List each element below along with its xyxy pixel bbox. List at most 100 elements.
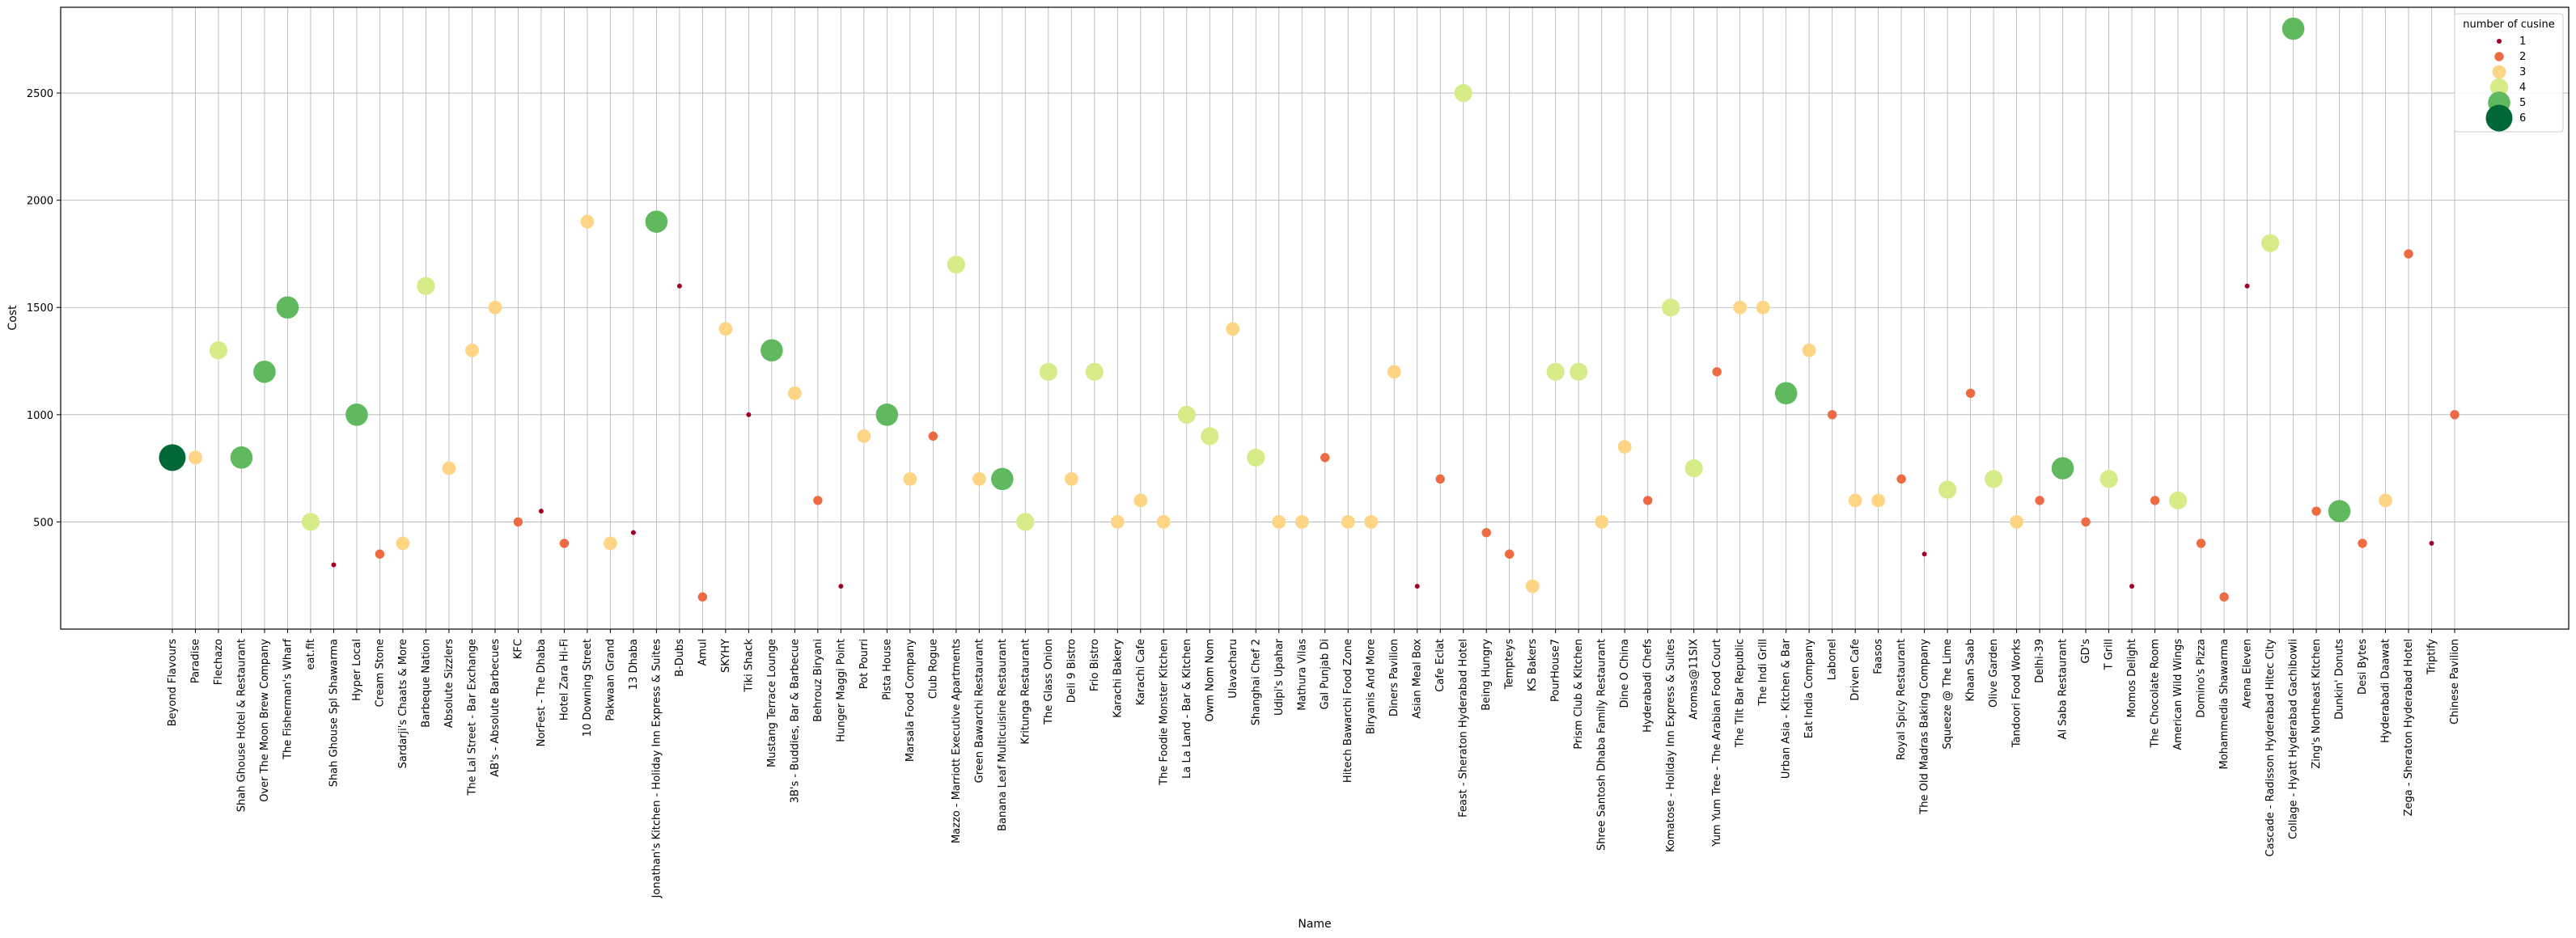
x-tick-label: 13 Dhaba	[628, 639, 640, 690]
legend-box	[2454, 13, 2564, 133]
legend-marker	[2489, 78, 2509, 97]
x-tick-label: Dunkin' Donuts	[2334, 639, 2346, 720]
x-tick-label: Club Rogue	[927, 639, 939, 699]
legend-marker	[2497, 39, 2502, 44]
x-tick-label: Pot Pourri	[858, 639, 871, 689]
x-tick-label: Hyderabadi Daawat	[2380, 639, 2392, 743]
data-point	[1085, 362, 1104, 381]
data-point	[345, 404, 368, 426]
x-tick-label: Al Saba Restaurant	[2057, 639, 2070, 739]
x-tick-label: Dine O China	[1619, 639, 1631, 708]
legend-marker	[2494, 52, 2504, 61]
x-tick-label: Absolute Sizzlers	[443, 639, 455, 728]
x-tick-label: Eat India Company	[1803, 639, 1815, 739]
x-axis: Beyond Flavours Paradise Flechazo Shah Ghou…	[167, 629, 2461, 898]
x-tick-label: Hyper Local	[351, 639, 363, 701]
y-tick-label: 2000	[27, 196, 53, 208]
data-point	[1525, 579, 1540, 594]
data-point	[189, 450, 202, 465]
data-point	[1921, 551, 1927, 557]
data-point	[2282, 17, 2305, 40]
x-tick-label: Shanghai Chef 2	[1250, 639, 1262, 725]
data-point	[1064, 471, 1078, 486]
x-tick-label: Green Bawarchi Restaurant	[973, 639, 985, 783]
data-point	[396, 536, 410, 551]
data-point	[718, 322, 733, 336]
x-tick-label: Karachi Cafe	[1135, 639, 1147, 705]
data-point	[1294, 515, 1309, 529]
data-point	[1364, 515, 1379, 529]
x-tick-label: Olive Garden	[1988, 639, 2000, 708]
x-tick-label: Faasos	[1873, 639, 1885, 674]
y-axis: 500 1000 1500 2000 2500	[27, 88, 61, 529]
x-tick-label: Kritunga Restaurant	[1019, 639, 1032, 745]
data-point	[1733, 300, 1748, 315]
x-tick-label: 10 Downing Street	[582, 639, 594, 737]
data-point	[1272, 515, 1286, 529]
x-tick-label: Jonathan's Kitchen - Holiday Inn Express…	[650, 639, 663, 899]
data-point	[2404, 249, 2413, 259]
legend-marker	[2485, 104, 2513, 132]
data-point	[761, 339, 783, 362]
data-point	[2010, 515, 2023, 529]
legend-marker	[2492, 65, 2506, 79]
x-tick-label: La La Land - Bar & Kitchen	[1181, 639, 1193, 779]
legend-label: 1	[2519, 36, 2526, 48]
data-point	[538, 509, 544, 514]
data-point	[513, 517, 523, 527]
x-tick-label: Shree Santosh Dhaba Family Restaurant	[1596, 639, 1608, 851]
x-tick-label: GD's	[2080, 639, 2092, 664]
x-tick-label: Tiki Shack	[743, 639, 755, 693]
data-point	[2081, 517, 2091, 527]
data-point	[1481, 527, 1491, 538]
data-point	[1965, 388, 1976, 399]
x-tick-label: Being Hungry	[1481, 639, 1493, 711]
x-tick-label: Karachi Bakery	[1112, 639, 1124, 718]
data-point	[442, 461, 456, 475]
data-point	[947, 256, 965, 274]
x-tick-label: KFC	[512, 639, 524, 659]
data-point	[1039, 362, 1057, 381]
y-tick-label: 1000	[27, 410, 53, 422]
data-point	[1133, 493, 1148, 508]
x-tick-label: Momos Delight	[2126, 639, 2138, 718]
x-tick-label: KS Bakers	[1527, 639, 1539, 691]
x-tick-label: Tandoori Food Works	[2011, 639, 2023, 748]
x-tick-label: Barbeque Nation	[420, 639, 432, 728]
x-tick-label: 3B's - Buddies, Bar & Barbecue	[789, 639, 801, 803]
x-tick-label: Khaan Saab	[1965, 639, 1977, 702]
data-point	[787, 386, 802, 400]
data-point	[2358, 539, 2367, 548]
x-tick-label: Deli 9 Bistro	[1066, 639, 1078, 703]
data-point	[1712, 367, 1722, 377]
x-tick-label: Royal Spicy Restaurant	[1896, 639, 1908, 760]
x-tick-label: The Lal Street - Bar Exchange	[466, 639, 478, 796]
x-tick-label: The Tilt Bar Republic	[1735, 639, 1747, 748]
data-point	[1938, 480, 1957, 499]
data-point	[1110, 515, 1125, 529]
x-tick-label: Squeeze @ The Lime	[1942, 639, 1954, 750]
x-tick-label: Komatose - Holiday Inn Express & Suites	[1665, 639, 1677, 852]
data-point	[813, 496, 823, 505]
data-point	[2311, 506, 2321, 516]
x-tick-label: Udipi's Upahar	[1273, 638, 1286, 716]
x-tick-label: Cafe Eclat	[1434, 639, 1447, 692]
x-tick-label: Zing's Northeast Kitchen	[2311, 639, 2323, 769]
data-point	[159, 444, 186, 471]
data-points	[159, 17, 2459, 602]
x-tick-label: Cascade - Radisson Hyderabad Hitec City	[2265, 639, 2277, 857]
x-tick-label: Sardarji's Chaats & More	[397, 639, 409, 768]
data-point	[1848, 493, 1862, 508]
data-point	[417, 277, 435, 295]
legend-label: 3	[2519, 66, 2526, 78]
data-point	[1156, 515, 1171, 529]
x-tick-label: T Grill	[2104, 639, 2116, 670]
x-tick-label: Cream Stone	[374, 639, 386, 707]
data-point	[2328, 500, 2351, 522]
data-point	[375, 549, 385, 559]
data-point	[1201, 427, 1219, 446]
data-point	[2219, 592, 2229, 602]
x-tick-label: Hunger Maggi Point	[835, 639, 847, 742]
x-tick-label: Mazzo - Marriott Executive Apartments	[951, 639, 963, 843]
